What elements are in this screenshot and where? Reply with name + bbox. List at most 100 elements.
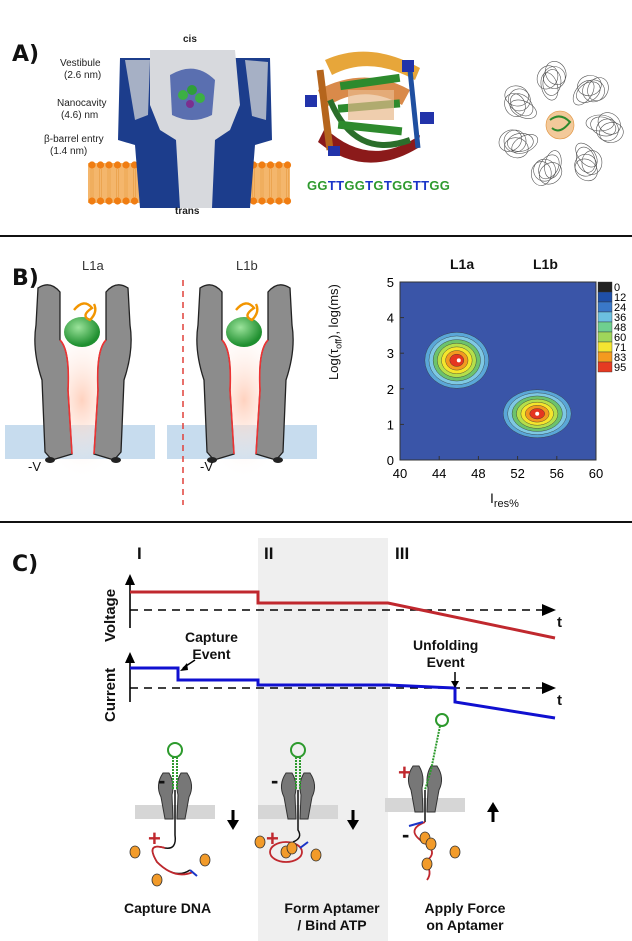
voltage-plot: [125, 574, 556, 640]
colorbar-swatch: [597, 321, 613, 333]
y-tick-label: 0: [387, 453, 394, 468]
x-tick-label: 44: [432, 466, 446, 481]
voltage-trace: [130, 590, 556, 640]
voltage-axis-label: Voltage: [102, 588, 119, 642]
caption-apply-line-1: Apply Force: [424, 900, 506, 916]
chart-l1a-label: L1a: [450, 256, 475, 272]
separator-a-b: [0, 235, 632, 237]
caption-capture-dna: Capture DNA: [124, 900, 212, 916]
colorbar-swatch: [597, 351, 613, 363]
aptamer-sequence: GGTTGGTGTGGTTGG: [307, 178, 450, 193]
seq-part: GG: [307, 178, 328, 193]
colorbar-swatch: [597, 291, 613, 303]
pore-cartoon-l1a: [5, 284, 155, 480]
x-tick-label: 48: [471, 466, 485, 481]
colorbar-label: 71: [614, 342, 626, 354]
voltage-label-b: -V: [200, 459, 213, 474]
phase-i-label: I: [137, 544, 142, 563]
y-tick-label: 3: [387, 346, 394, 361]
sign-plus-1: +: [148, 826, 161, 851]
l1a-cartoon-label: L1a: [82, 258, 104, 273]
l1b-cartoon-label: L1b: [236, 258, 258, 273]
seq-part: TT: [327, 178, 345, 193]
unfolding-event-label: Unfolding Event: [413, 637, 478, 671]
panel-c-traces: [125, 538, 556, 941]
seq-part: G: [373, 178, 384, 193]
time-axis-label-2: t: [557, 692, 562, 709]
vestibule-label: Vestibule: [60, 58, 101, 69]
panel-b-label: B): [12, 266, 39, 291]
sign-plus-3: +: [398, 760, 411, 785]
voltage-label-a: -V: [28, 459, 41, 474]
colorbar-label: 24: [614, 302, 626, 314]
x-tick-label: 52: [510, 466, 524, 481]
cartoon-apply-force: [385, 713, 499, 881]
unfolding-line-1: Unfolding: [413, 637, 479, 653]
chart-l1b-label: L1b: [533, 256, 558, 272]
x-tick-label: 60: [589, 466, 603, 481]
colorbar-label: 83: [614, 352, 626, 364]
sign-minus-3: -: [402, 822, 410, 847]
seq-part: TT: [412, 178, 430, 193]
colorbar-swatch: [597, 281, 613, 293]
sign-plus-2: +: [266, 826, 279, 851]
heatmap-peak-l1b: [502, 389, 572, 438]
heatmap-xlabel: Ires%: [490, 490, 519, 510]
panel-c-label: C): [12, 552, 39, 577]
hemolysin-pore-surface: [118, 50, 272, 208]
colorbar-swatch: [597, 341, 613, 353]
cartoon-capture-dna: [129, 742, 239, 887]
xlabel-sub: res%: [493, 497, 519, 510]
caption-form-line-2: / Bind ATP: [297, 917, 367, 933]
nanocavity-label: Nanocavity: [57, 98, 107, 109]
colorbar-label: 48: [614, 322, 626, 334]
ylabel-sub: off: [333, 339, 344, 349]
seq-part: T: [365, 178, 374, 193]
unfolding-line-2: Event: [426, 654, 465, 670]
colorbar-label: 12: [614, 292, 626, 304]
panel-a-label: A): [12, 42, 40, 67]
phase-ii-label: II: [264, 544, 274, 563]
panel-a-figure: [88, 50, 624, 208]
g-quadruplex-structure: [305, 51, 434, 163]
cis-label: cis: [183, 34, 197, 45]
ylabel-end: ), log(ms): [326, 284, 341, 339]
nanocavity-size: (4.6) nm: [61, 110, 99, 121]
capture-event-label: Capture Event: [185, 629, 238, 663]
seq-part: GG: [392, 178, 413, 193]
capture-line-1: Capture: [185, 629, 238, 645]
y-tick-label: 2: [387, 382, 394, 397]
y-tick-label: 5: [387, 275, 394, 290]
caption-form-aptamer: Form Aptamer / Bind ATP: [262, 900, 402, 934]
ylabel-main: Log(τ: [326, 348, 341, 380]
sign-minus-1: -: [158, 768, 166, 793]
y-tick-label: 1: [387, 417, 394, 432]
phase-ii-shade: [258, 538, 388, 941]
caption-apply-line-2: on Aptamer: [426, 917, 504, 933]
seq-part: GG: [429, 178, 451, 193]
caption-apply-force: Apply Force on Aptamer: [405, 900, 525, 934]
trans-label: trans: [175, 206, 200, 217]
heatmap-peak-l1a: [424, 332, 490, 389]
barrel-label: β-barrel entry: [44, 134, 104, 145]
sign-minus-2: -: [271, 768, 279, 793]
colorbar-swatch: [597, 301, 613, 313]
separator-b-c: [0, 521, 632, 523]
current-trace: [130, 666, 556, 720]
colorbar-label: 95: [614, 362, 626, 374]
cartoon-form-aptamer: [254, 742, 359, 863]
heatmap-ylabel: Log(τoff), log(ms): [326, 220, 344, 380]
colorbar-swatch: [597, 361, 613, 373]
y-tick-label: 4: [387, 311, 394, 326]
xlabel-main: I: [490, 490, 494, 506]
x-tick-label: 40: [393, 466, 407, 481]
phase-iii-label: III: [395, 544, 410, 563]
pore-top-view: [498, 61, 624, 186]
capture-line-2: Event: [192, 646, 231, 662]
time-axis-label-1: t: [557, 614, 562, 631]
x-tick-label: 56: [550, 466, 564, 481]
panel-b-pore-cartoons: [5, 280, 317, 505]
seq-part: GG: [344, 178, 366, 193]
current-axis-label: Current: [102, 667, 119, 722]
